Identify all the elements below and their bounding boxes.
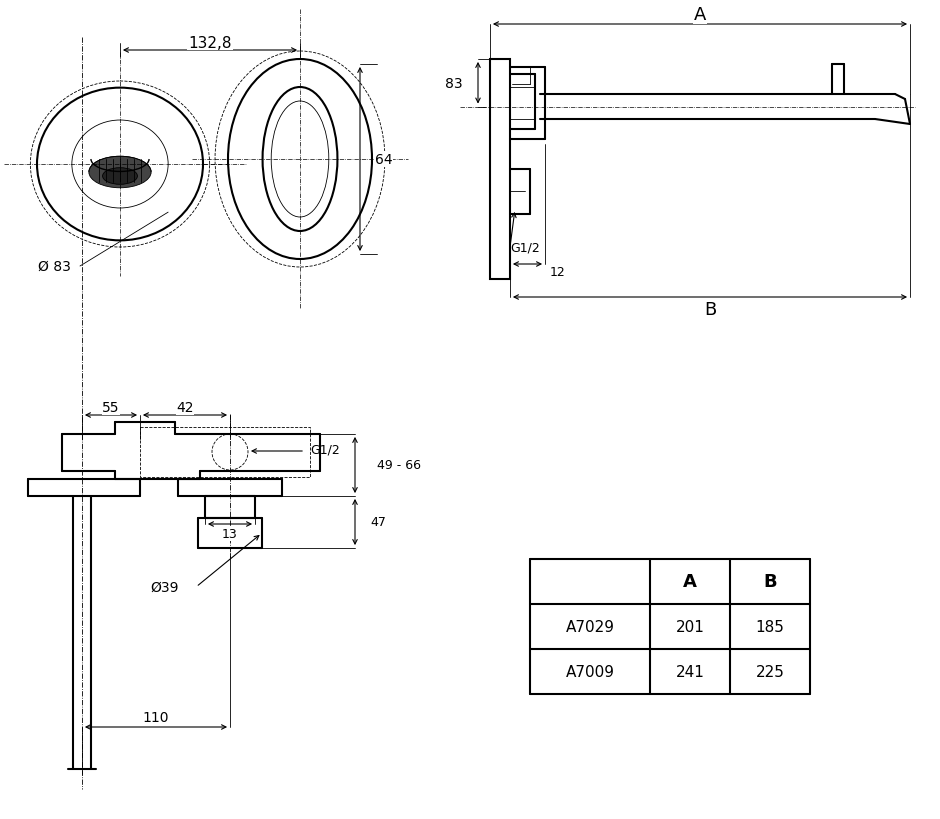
- Text: 83: 83: [446, 77, 463, 91]
- Text: A: A: [694, 6, 706, 24]
- Text: 241: 241: [676, 664, 704, 679]
- Text: B: B: [763, 572, 776, 590]
- Ellipse shape: [89, 157, 151, 188]
- Text: 110: 110: [143, 710, 169, 724]
- Text: B: B: [704, 301, 716, 319]
- Text: A: A: [683, 572, 697, 590]
- Text: G1/2: G1/2: [510, 242, 540, 254]
- Text: 64: 64: [375, 153, 393, 167]
- Text: A7009: A7009: [566, 664, 615, 679]
- Text: 132,8: 132,8: [188, 35, 232, 51]
- Text: 225: 225: [756, 664, 785, 679]
- Bar: [490, 60, 510, 279]
- Text: 12: 12: [550, 266, 565, 279]
- Text: 201: 201: [676, 619, 704, 634]
- Text: 13: 13: [222, 528, 238, 541]
- Bar: [510, 88, 535, 120]
- Text: Ø 83: Ø 83: [38, 260, 70, 274]
- Text: 55: 55: [102, 400, 119, 414]
- Bar: [140, 428, 310, 477]
- Text: 49 - 66: 49 - 66: [377, 459, 421, 472]
- Ellipse shape: [102, 169, 137, 185]
- Text: G1/2: G1/2: [310, 443, 339, 456]
- Text: Ø39: Ø39: [150, 581, 179, 595]
- Text: A7029: A7029: [566, 619, 615, 634]
- Text: 185: 185: [756, 619, 785, 634]
- Text: 42: 42: [177, 400, 194, 414]
- Text: 47: 47: [370, 516, 386, 529]
